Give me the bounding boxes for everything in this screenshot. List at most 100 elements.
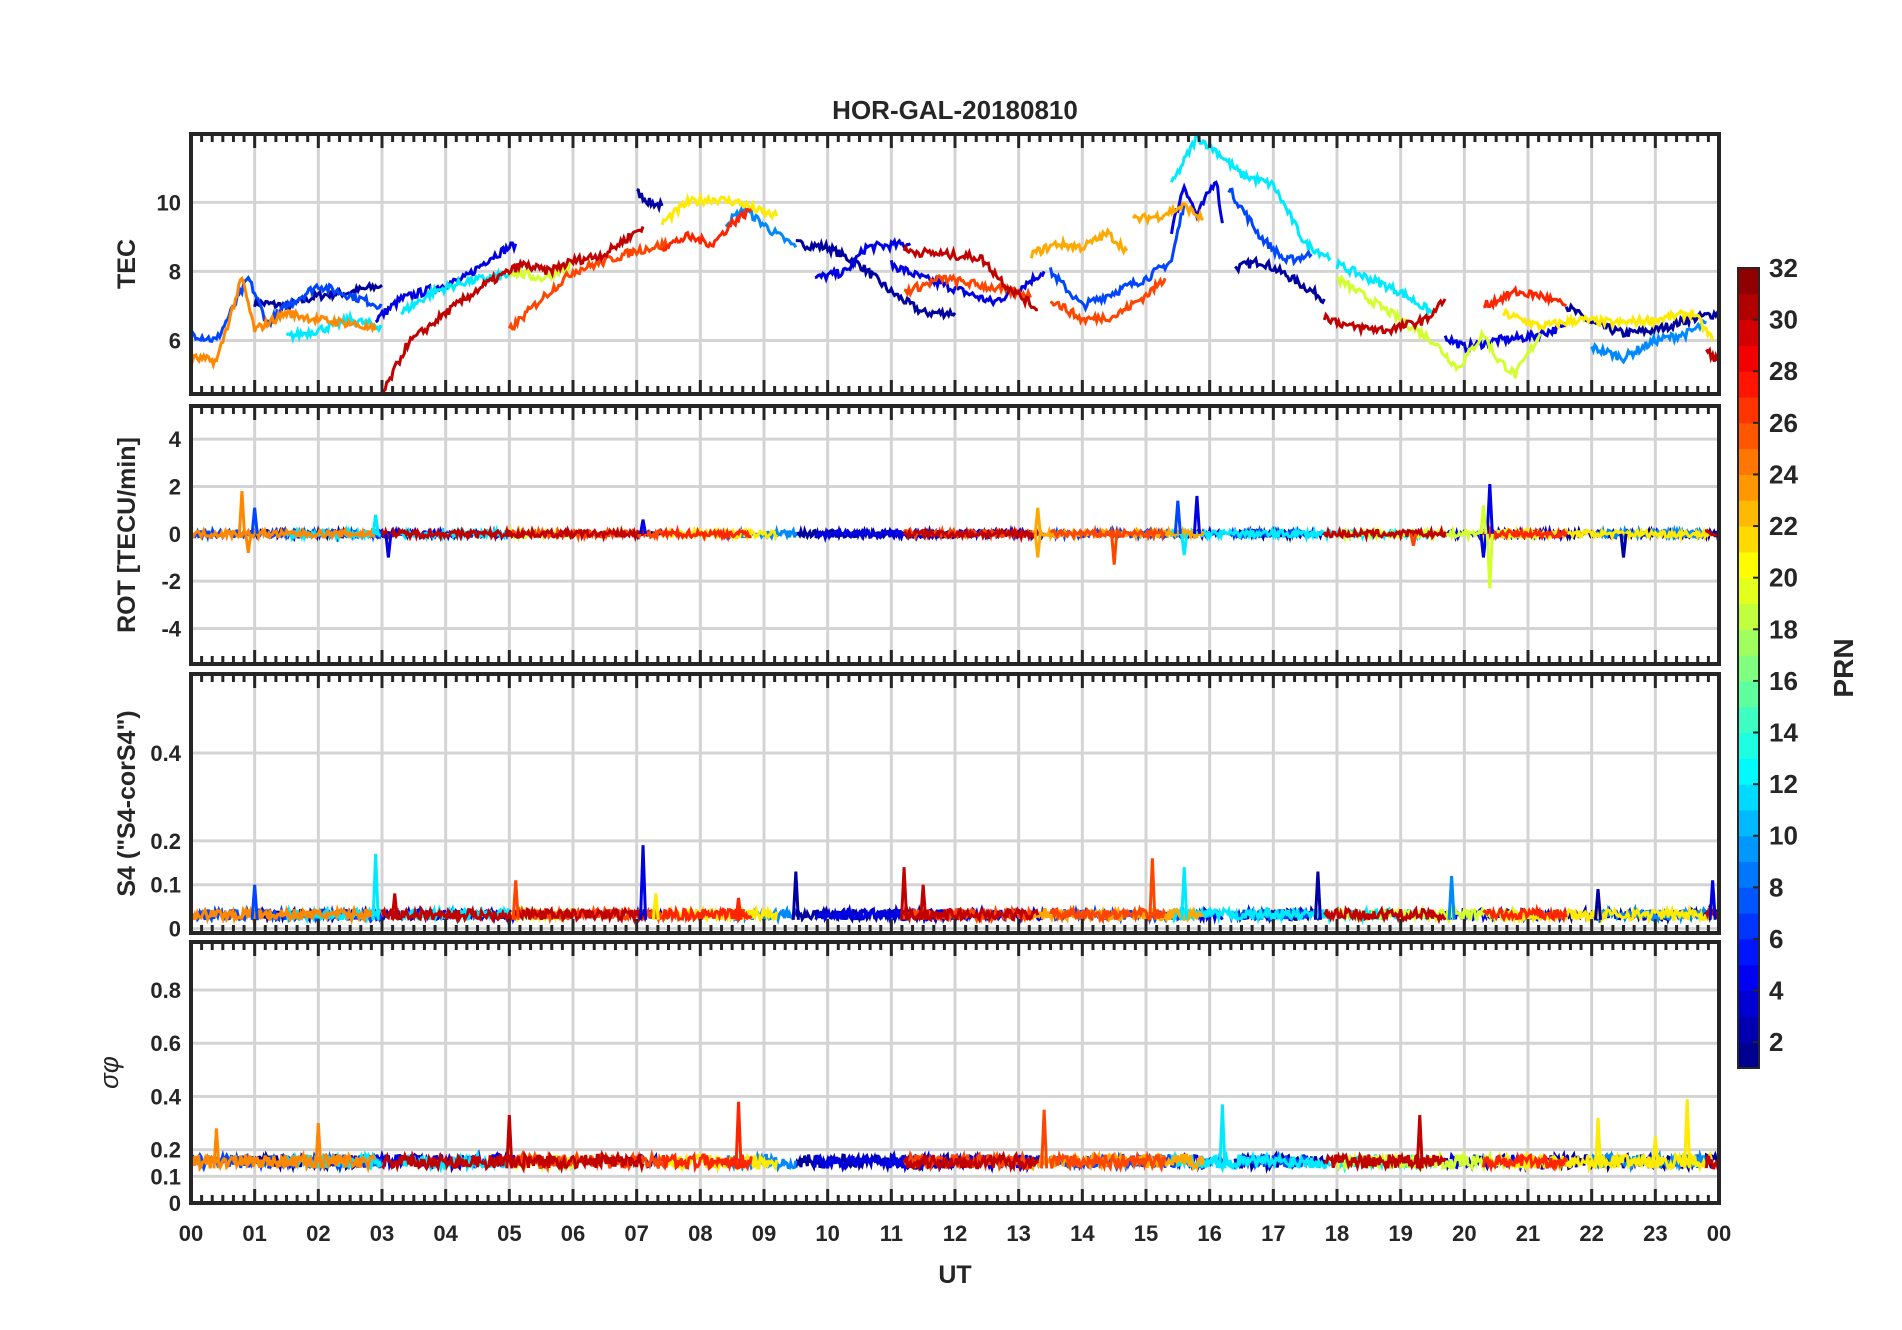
spike-prn-4: [1485, 484, 1494, 534]
x-tick-label: 02: [306, 1221, 330, 1246]
spike-prn-23: [1033, 507, 1042, 534]
series-line-prn-30: [381, 226, 645, 394]
series-line-prn-7: [1227, 187, 1313, 267]
colorbar-band: [1738, 551, 1759, 579]
colorbar-band: [1738, 835, 1759, 863]
series-line-prn-30: [1323, 905, 1447, 925]
spike-prn-12: [1180, 533, 1189, 556]
spike-prn-12: [371, 514, 380, 535]
colorbar-tick-label: 14: [1769, 718, 1798, 748]
colorbar-band: [1738, 680, 1759, 708]
spike-prn-24: [212, 1128, 221, 1169]
series-line-prn-30: [902, 1150, 1040, 1173]
series-line-prn-30: [1704, 528, 1719, 538]
series-line-prn-21: [1502, 307, 1715, 341]
spike-prn-26: [1409, 533, 1418, 546]
spike-prn-12: [1180, 867, 1189, 920]
colorbar-band: [1738, 422, 1759, 450]
spike-prn-26: [1110, 533, 1119, 565]
x-tick-label: 18: [1325, 1221, 1349, 1246]
colorbar-band: [1738, 887, 1759, 914]
colorbar-tick-label: 28: [1769, 356, 1798, 386]
colorbar-tick-label: 32: [1769, 253, 1798, 283]
spike-prn-12: [1218, 1104, 1227, 1169]
y-tick-label: 0: [169, 917, 181, 942]
series-line-prn-30: [1704, 903, 1719, 920]
spike-prn-2: [1593, 888, 1603, 920]
colorbar-band: [1738, 629, 1759, 656]
series-line-prn-26: [1049, 524, 1166, 542]
colorbar-band: [1738, 758, 1759, 785]
x-tick-label: 08: [688, 1221, 712, 1246]
series-line-prn-2: [636, 188, 664, 214]
series-line-prn-27: [660, 524, 752, 543]
y-tick-label: 0.2: [150, 829, 181, 854]
x-tick-label: 11: [880, 1221, 903, 1246]
colorbar-band: [1738, 1016, 1759, 1043]
colorbar-tick-label: 22: [1769, 511, 1798, 541]
y-tick-label: 0.1: [150, 873, 181, 898]
series-line-prn-2: [795, 237, 957, 321]
spike-prn-30: [1415, 1115, 1424, 1169]
series-line-prn-7: [1049, 202, 1186, 313]
panel-1: -4 -2 0 2 4 ROT [TECU/min]: [113, 404, 1721, 666]
series-line-prn-30: [1704, 1154, 1719, 1171]
series-line-prn-9: [1590, 318, 1708, 365]
spike-prn-23: [1033, 533, 1042, 558]
spike-prn-2: [1313, 871, 1322, 920]
x-tick-label: 12: [943, 1221, 967, 1246]
spike-prn-4: [1192, 495, 1201, 534]
y-axis-label: ROT [TECU/min]: [113, 437, 141, 633]
x-tick-label: 21: [1516, 1221, 1540, 1246]
series-line-prn-9: [724, 204, 798, 249]
colorbar-band: [1738, 784, 1759, 811]
colorbar-band: [1738, 448, 1759, 475]
series-line-prn-30: [1323, 1151, 1447, 1173]
colorbar-tick-label: 30: [1769, 305, 1798, 335]
series-line-prn-27: [660, 207, 753, 252]
x-tick-label: 22: [1579, 1221, 1603, 1246]
spike-prn-21: [651, 893, 660, 920]
spike-prn-12: [371, 853, 380, 920]
spike-prn-7: [250, 507, 259, 534]
series-line-prn-4: [814, 524, 911, 544]
spike-prn-19: [1479, 505, 1488, 534]
x-axis-label: UT: [938, 1261, 971, 1289]
x-tick-label: 19: [1388, 1221, 1412, 1246]
series-line-prn-27: [1482, 524, 1568, 542]
spike-prn-24: [244, 533, 253, 553]
spike-prn-26: [1040, 1109, 1049, 1169]
series-line-prn-27: [1483, 285, 1568, 311]
colorbar-band: [1738, 397, 1759, 424]
data-group: [191, 134, 1719, 394]
colorbar-band: [1738, 732, 1759, 759]
spike-prn-7: [1173, 500, 1182, 534]
colorbar-band: [1738, 1042, 1759, 1069]
colorbar-tick-label: 26: [1769, 408, 1798, 438]
y-tick-label: 0.1: [150, 1164, 181, 1189]
spike-prn-27: [734, 1101, 743, 1169]
x-tick-label: 09: [752, 1221, 776, 1246]
colorbar-tick-label: 2: [1769, 1027, 1783, 1057]
x-tick-label: 06: [561, 1221, 585, 1246]
spike-prn-4: [1479, 533, 1488, 558]
series-line-prn-23: [1132, 201, 1204, 226]
y-tick-label: -2: [161, 569, 181, 594]
spike-prn-4: [638, 845, 648, 920]
colorbar-tick-label: 8: [1769, 872, 1783, 902]
spike-prn-9: [1447, 875, 1456, 920]
spike-prn-21: [1651, 1136, 1660, 1169]
colorbar-tick-label: 6: [1769, 924, 1783, 954]
series-line-prn-23: [1029, 226, 1129, 259]
series-line-prn-23: [1131, 906, 1204, 924]
x-tick-label: 10: [815, 1221, 839, 1246]
x-tick-label: 17: [1261, 1221, 1285, 1246]
chart-title: HOR-GAL-20180810: [832, 95, 1078, 125]
spike-prn-7: [250, 884, 259, 920]
series-line-prn-26: [507, 236, 670, 331]
y-tick-label: 0.6: [150, 1031, 181, 1056]
x-tick-label: 05: [497, 1221, 521, 1246]
series-line-prn-23: [1132, 1152, 1205, 1172]
colorbar-band: [1738, 268, 1759, 295]
